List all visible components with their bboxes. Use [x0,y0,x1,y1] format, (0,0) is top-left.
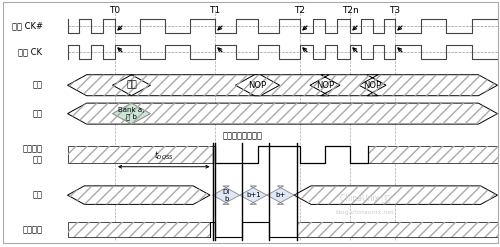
Text: T3: T3 [390,6,400,15]
Bar [68,222,210,237]
Polygon shape [240,186,267,205]
Text: 写入: 写入 [126,81,137,90]
Text: NOP: NOP [364,81,382,90]
Text: NOP: NOP [316,81,334,90]
Polygon shape [112,103,150,124]
Text: DI
b: DI b [222,189,230,202]
Bar [68,222,210,237]
Text: T0: T0 [110,6,120,15]
Polygon shape [310,75,340,96]
Polygon shape [68,186,210,205]
Bar [68,146,212,163]
Text: 数据: 数据 [32,191,42,200]
Bar [68,146,212,163]
Text: T1: T1 [210,6,220,15]
Text: 选取、选取、选取: 选取、选取、选取 [222,132,262,141]
Text: b+: b+ [276,192,285,198]
Bar [368,146,498,163]
Bar [296,222,498,237]
Text: ChinaUnix 博客: ChinaUnix 博客 [340,193,390,202]
Text: 数据选取
脉冲: 数据选取 脉冲 [22,145,42,164]
Text: 数据掩码: 数据掩码 [22,225,42,234]
Polygon shape [236,75,280,96]
Polygon shape [68,103,498,124]
Text: T2n: T2n [342,6,358,15]
Text: blog.chinaunix.net: blog.chinaunix.net [336,210,394,215]
Text: $t_{DQSS}$: $t_{DQSS}$ [154,149,174,162]
Polygon shape [294,186,498,205]
Text: 差分 CK#: 差分 CK# [12,21,42,30]
Text: Bank a,
列 b: Bank a, 列 b [118,107,144,121]
Text: NOP: NOP [248,81,266,90]
Text: 地址: 地址 [32,109,42,118]
Polygon shape [212,186,240,205]
Polygon shape [68,75,498,96]
Polygon shape [267,186,294,205]
Text: T2: T2 [294,6,306,15]
Polygon shape [112,75,150,96]
Polygon shape [359,75,386,96]
Text: 命令: 命令 [32,81,42,90]
Bar [296,222,498,237]
Text: b+1: b+1 [246,192,260,198]
Bar [368,146,498,163]
Text: 时钟 CK: 时钟 CK [18,47,42,56]
